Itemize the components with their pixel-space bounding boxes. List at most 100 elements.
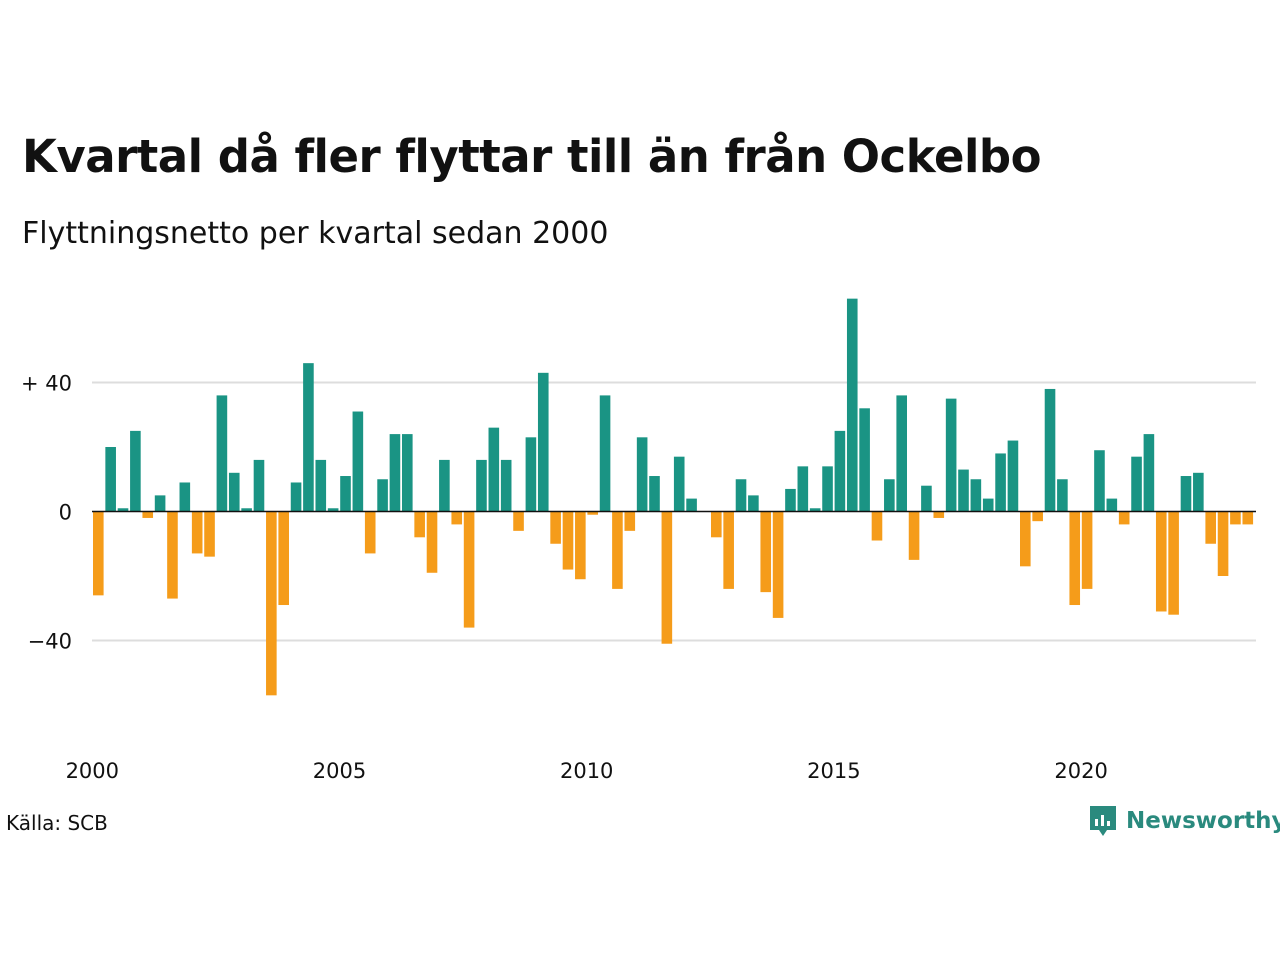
bar (389, 434, 401, 512)
y-tick-label: 0 (59, 501, 72, 525)
bar (772, 511, 784, 618)
bar (1007, 440, 1019, 512)
bar (636, 437, 648, 512)
bar (1180, 476, 1192, 512)
bar (797, 466, 809, 512)
bar (513, 511, 524, 531)
bar (500, 459, 512, 512)
y-tick-label: + 40 (21, 372, 72, 396)
bar (266, 511, 277, 696)
bar (982, 498, 994, 512)
bar (1094, 450, 1105, 512)
bar (846, 298, 858, 512)
bar (1230, 511, 1241, 525)
brand-logo[interactable]: Newsworthy (1088, 804, 1280, 838)
bar (439, 459, 450, 512)
bar (167, 511, 178, 599)
newsworthy-chart-bubble-icon (1090, 806, 1116, 836)
bar (809, 508, 821, 512)
bar (1057, 479, 1068, 512)
bar (451, 511, 463, 525)
bar (228, 472, 240, 512)
bar (130, 430, 141, 512)
bar (711, 511, 722, 538)
bar (191, 511, 203, 554)
source-label: Källa: SCB (6, 811, 108, 835)
bar (1032, 511, 1043, 522)
bar (117, 508, 129, 512)
bar (575, 511, 586, 580)
bar (970, 479, 982, 512)
bar (760, 511, 772, 593)
chart-subtitle: Flyttningsnetto per kvartal sedan 2000 (22, 216, 609, 251)
bar (612, 511, 623, 589)
bar (1217, 511, 1229, 576)
bar-chart: + 40 0 −40 2000 2005 2010 2015 2020 (21, 298, 1256, 784)
bar (377, 479, 388, 512)
bar (1155, 511, 1167, 612)
bar (908, 511, 920, 560)
bar (537, 372, 549, 512)
bar (327, 508, 339, 512)
bar (93, 511, 104, 596)
x-tick-label: 2010 (560, 759, 613, 783)
bar (1143, 434, 1155, 512)
bar (933, 511, 945, 518)
bar (871, 511, 883, 541)
bar (945, 398, 957, 512)
bar (958, 469, 969, 512)
bar (216, 395, 228, 512)
bar (278, 511, 289, 606)
bar (686, 498, 697, 512)
bar (253, 459, 265, 512)
x-tick-label: 2000 (66, 759, 119, 783)
bar (241, 508, 252, 512)
bar (785, 488, 796, 512)
bar (661, 511, 673, 644)
bar (995, 453, 1006, 512)
bar (352, 411, 364, 512)
bar (673, 456, 685, 512)
bar (204, 511, 215, 557)
x-tick-label: 2005 (313, 759, 366, 783)
bar (587, 511, 598, 515)
bar (142, 511, 154, 518)
chart-title: Kvartal då fler flyttar till än från Ock… (22, 130, 1042, 183)
bar (105, 447, 116, 512)
bar (1069, 511, 1081, 606)
bar (1205, 511, 1216, 544)
bar (859, 408, 870, 512)
bar (488, 427, 500, 512)
bar (1131, 456, 1142, 512)
bar (463, 511, 475, 628)
bar (921, 485, 932, 512)
bar (414, 511, 425, 538)
bar (1081, 511, 1093, 589)
bar (1193, 472, 1204, 512)
bar (624, 511, 636, 531)
axis-labels: + 40 0 −40 2000 2005 2010 2015 2020 (21, 372, 1108, 784)
bar (884, 479, 895, 512)
bar (834, 430, 846, 512)
bar (1044, 388, 1056, 512)
bar (1106, 498, 1118, 512)
x-tick-label: 2015 (807, 759, 860, 783)
bar (340, 476, 351, 512)
bar (599, 395, 611, 512)
bar (1242, 511, 1254, 525)
bar (896, 395, 907, 512)
bar (723, 511, 734, 589)
bar (154, 495, 166, 512)
bar (748, 495, 759, 512)
bar (1118, 511, 1130, 525)
bar (476, 459, 487, 512)
bar (179, 482, 191, 512)
bar (735, 479, 747, 512)
bar (402, 434, 413, 512)
bar (303, 363, 314, 512)
bar (290, 482, 302, 512)
bar (1168, 511, 1179, 615)
bar (364, 511, 376, 554)
bars (93, 298, 1254, 696)
y-tick-label: −40 (28, 630, 72, 654)
